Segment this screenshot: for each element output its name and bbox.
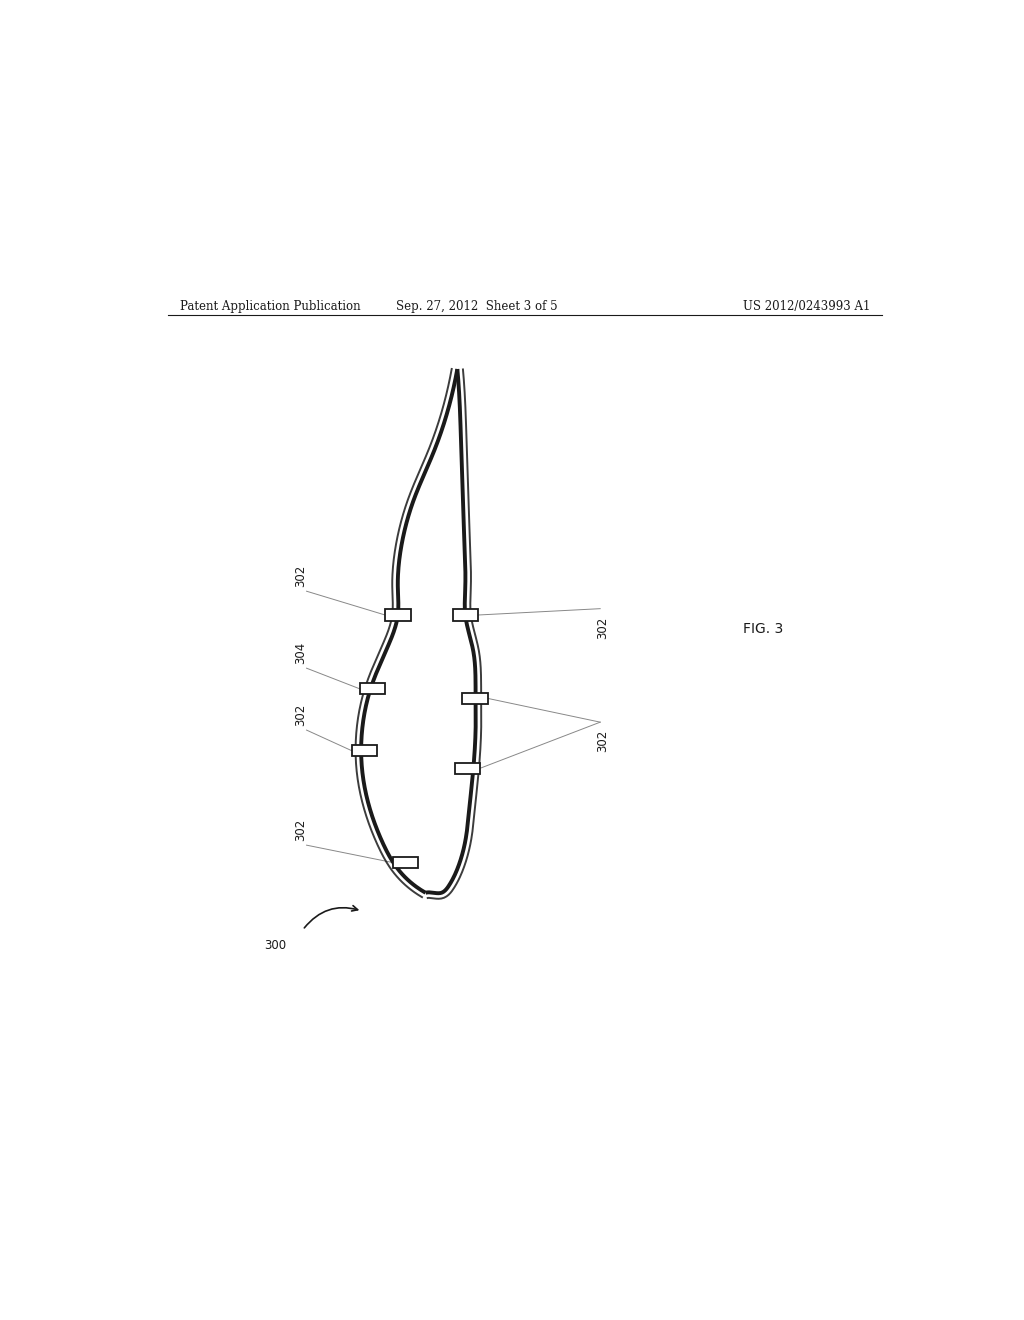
Text: 302: 302 — [294, 565, 307, 587]
Bar — [455, 763, 480, 774]
Text: 302: 302 — [294, 704, 307, 726]
Bar — [359, 684, 385, 694]
Text: US 2012/0243993 A1: US 2012/0243993 A1 — [742, 300, 870, 313]
Text: FIG. 3: FIG. 3 — [742, 622, 783, 635]
Text: 304: 304 — [294, 642, 307, 664]
Text: Patent Application Publication: Patent Application Publication — [179, 300, 360, 313]
Text: 302: 302 — [294, 818, 307, 841]
Bar — [352, 746, 377, 756]
Bar — [462, 693, 487, 704]
Text: Sep. 27, 2012  Sheet 3 of 5: Sep. 27, 2012 Sheet 3 of 5 — [396, 300, 558, 313]
Bar — [385, 610, 411, 620]
Bar — [453, 610, 478, 620]
Text: 302: 302 — [596, 730, 609, 752]
Bar — [393, 857, 419, 869]
Text: 300: 300 — [264, 940, 286, 953]
Text: 302: 302 — [596, 616, 609, 639]
